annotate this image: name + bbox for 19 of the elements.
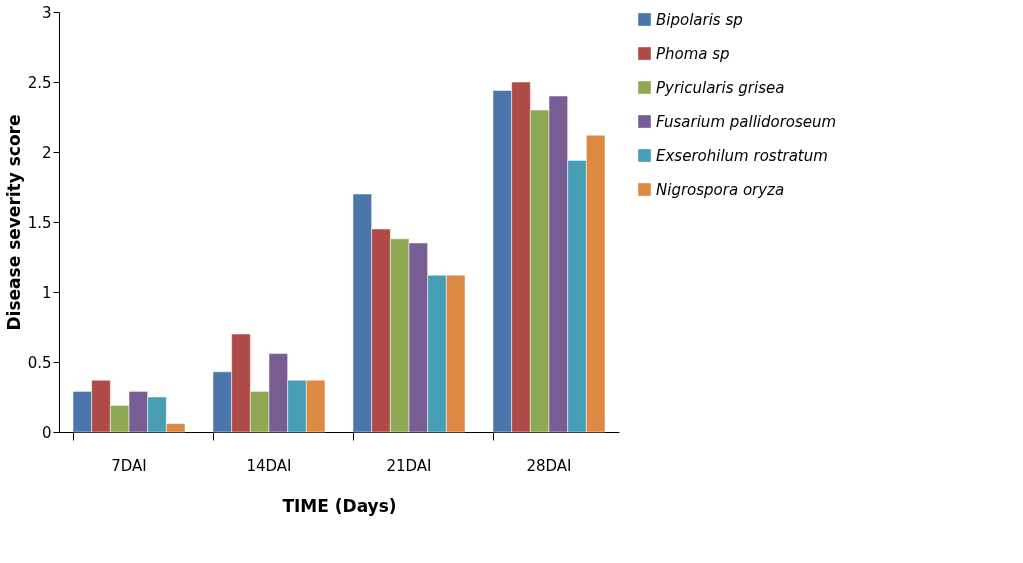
x-tick-label: 7DAI [111,456,147,475]
legend-label: Phoma sp [656,44,730,63]
y-tick-label: 2.5 [27,73,52,92]
y-tick-label: 2 [41,143,52,162]
legend-label: Pyricularis grisea [656,78,785,97]
x-axis-title: TIME (Days) [282,495,397,516]
x-tick-label: 14DAI [246,456,292,475]
legend-label: Fusarium pallidoroseum [656,112,837,131]
y-tick-label: 0.5 [27,353,52,372]
x-tick-label: 21DAI [386,456,432,475]
y-tick-label: 3 [41,3,52,22]
y-tick-label: 0 [41,423,52,442]
legend-label: Nigrospora oryza [656,180,785,199]
y-tick-label: 1.5 [27,213,52,232]
legend-label: Exserohilum rostratum [656,146,828,165]
y-axis-title: Disease severity score [3,114,24,331]
x-tick-label: 28DAI [526,456,572,475]
y-tick-label: 1 [41,283,52,302]
legend-label: Bipolaris sp [656,10,743,29]
